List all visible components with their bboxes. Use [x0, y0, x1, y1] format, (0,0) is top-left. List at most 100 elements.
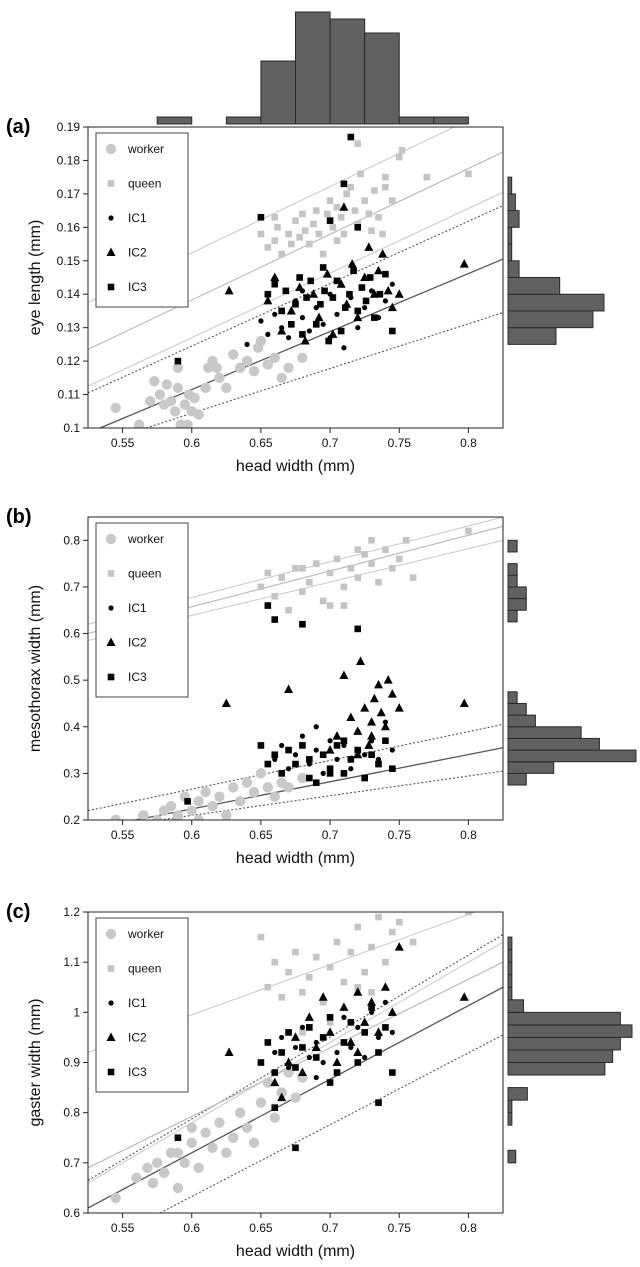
- data-point: [312, 560, 320, 567]
- data-point: [347, 183, 355, 191]
- data-point: [339, 202, 349, 211]
- data-point: [459, 992, 469, 1001]
- data-point: [326, 1019, 334, 1026]
- legend-marker-queen: [107, 965, 115, 972]
- regression-line-band: [159, 770, 503, 820]
- legend-marker-worker: [105, 143, 117, 155]
- data-point: [380, 982, 390, 991]
- legend-label-queen: queen: [128, 177, 161, 191]
- data-point: [214, 1117, 225, 1128]
- series-ic3: [174, 133, 396, 365]
- data-point: [193, 409, 204, 420]
- data-point: [362, 1054, 368, 1061]
- plot-content: [88, 912, 503, 1213]
- data-point: [315, 230, 323, 238]
- panel-label: (c): [6, 901, 30, 923]
- data-point: [326, 217, 334, 224]
- data-point: [376, 290, 384, 298]
- panel-label: (b): [6, 506, 32, 528]
- data-point: [382, 298, 389, 304]
- series-worker: [110, 335, 308, 428]
- series-queen: [257, 527, 472, 614]
- data-point: [257, 933, 265, 941]
- y-tick-label: 0.6: [63, 627, 80, 641]
- data-point: [312, 953, 320, 961]
- series-ic1: [244, 281, 395, 351]
- data-point: [374, 265, 383, 275]
- plot-content: [88, 517, 503, 820]
- data-point: [149, 375, 160, 387]
- data-point: [282, 287, 290, 295]
- data-point: [285, 230, 292, 238]
- y-tick-label: 1.2: [63, 905, 80, 919]
- data-point: [288, 240, 295, 248]
- data-point: [357, 170, 364, 178]
- data-point: [306, 1054, 312, 1061]
- x-tick-label: 0.65: [249, 436, 273, 450]
- data-point: [200, 1127, 211, 1138]
- data-point: [375, 214, 382, 221]
- data-point: [333, 938, 341, 946]
- panel-label: (a): [6, 116, 30, 138]
- data-point: [332, 731, 342, 740]
- y-tick-label: 0.15: [57, 254, 81, 268]
- data-point: [326, 1014, 334, 1021]
- data-point: [286, 305, 296, 315]
- series-ic1: [272, 719, 395, 776]
- data-point: [269, 791, 280, 802]
- data-point: [329, 294, 337, 301]
- data-point: [306, 578, 313, 586]
- data-point: [387, 689, 397, 698]
- data-point: [308, 289, 318, 298]
- data-point: [301, 227, 309, 234]
- data-point: [389, 1069, 396, 1076]
- plot-frame: [87, 126, 504, 429]
- data-point: [278, 1049, 285, 1056]
- histogram-bar: [507, 193, 516, 212]
- data-point: [326, 1079, 334, 1086]
- data-point: [300, 336, 310, 345]
- x-tick-label: 0.7: [322, 436, 339, 450]
- data-point: [306, 774, 313, 782]
- data-point: [269, 352, 280, 363]
- data-point: [151, 814, 163, 820]
- y-tick-label: 0.3: [63, 766, 80, 780]
- data-point: [313, 1039, 319, 1046]
- data-point: [279, 1034, 285, 1041]
- data-point: [257, 742, 265, 749]
- data-point: [172, 1147, 184, 1159]
- data-point: [277, 1092, 287, 1102]
- data-point: [271, 616, 279, 623]
- legend-label-ic2: IC2: [128, 636, 147, 650]
- data-point: [306, 761, 312, 767]
- data-point: [276, 1087, 287, 1098]
- data-point: [241, 1122, 253, 1133]
- data-point: [264, 602, 272, 609]
- y-axis-label: mesothorax width (mm): [27, 585, 44, 752]
- data-point: [354, 625, 362, 633]
- data-point: [142, 1162, 153, 1174]
- data-point: [264, 983, 272, 991]
- histogram-bar: [507, 999, 524, 1013]
- data-point: [378, 249, 388, 258]
- histogram-bar: [507, 761, 555, 774]
- data-point: [320, 1059, 326, 1066]
- data-point: [326, 963, 334, 971]
- data-point: [321, 287, 328, 295]
- data-point: [376, 707, 386, 717]
- data-point: [299, 742, 306, 749]
- data-point: [341, 345, 347, 351]
- data-point: [228, 1132, 239, 1143]
- data-point: [292, 1044, 299, 1051]
- y-tick-label: 1.1: [63, 955, 80, 969]
- data-point: [326, 602, 334, 609]
- data-point: [326, 197, 334, 204]
- data-point: [299, 564, 306, 572]
- data-point: [288, 321, 295, 328]
- data-point: [277, 326, 287, 335]
- histogram-bar: [507, 598, 527, 611]
- data-point: [221, 382, 232, 394]
- data-point: [368, 988, 375, 996]
- data-point: [389, 747, 395, 753]
